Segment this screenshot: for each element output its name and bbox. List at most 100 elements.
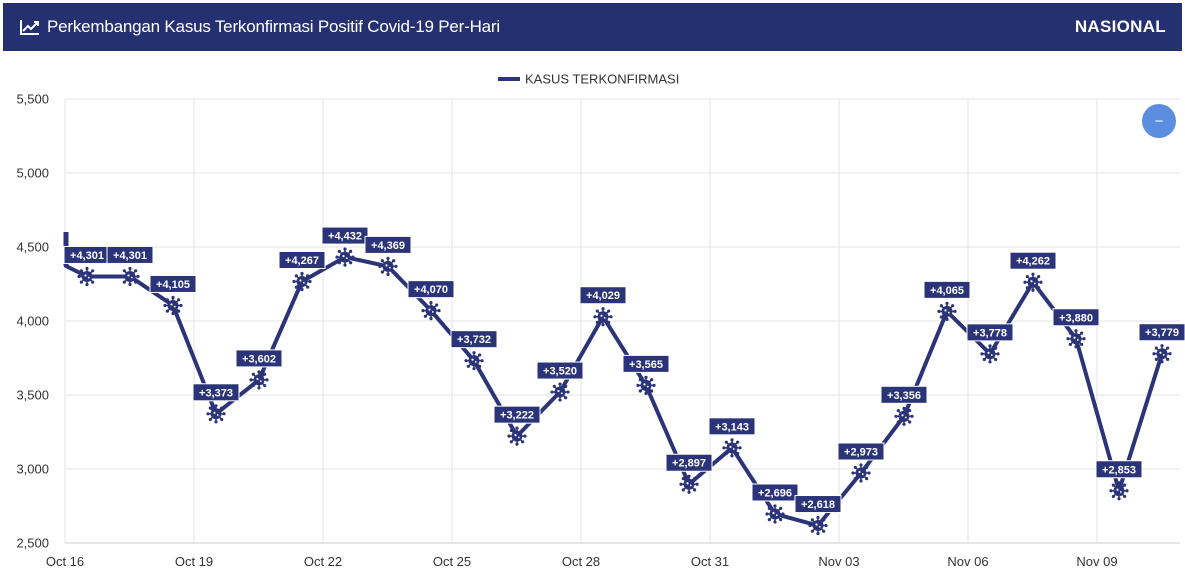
- data-label: +4,267: [278, 250, 326, 269]
- virus-marker-icon[interactable]: [808, 515, 828, 536]
- data-label-text: +3,778: [973, 327, 1007, 339]
- x-tick-label: Oct 22: [304, 554, 342, 569]
- data-label: +4,301: [63, 245, 111, 264]
- virus-marker-icon[interactable]: [1109, 481, 1129, 501]
- virus-marker-icon[interactable]: [679, 474, 699, 494]
- virus-marker-icon[interactable]: [894, 406, 914, 426]
- data-label: +3,779: [1138, 323, 1185, 342]
- y-axis: 2,500 3,000 3,500 4,000 4,500 5,000 5,500: [16, 92, 49, 551]
- data-label: +3,602: [235, 349, 283, 368]
- virus-marker-icon[interactable]: [722, 438, 742, 458]
- data-label-text: +3,602: [242, 353, 276, 365]
- data-label-text: +3,732: [457, 334, 491, 346]
- virus-marker-icon[interactable]: [593, 307, 613, 327]
- chart-legend[interactable]: KASUS TERKONFIRMASI: [498, 72, 679, 87]
- virus-marker-icon[interactable]: [77, 266, 97, 287]
- virus-marker-icon[interactable]: [937, 301, 957, 321]
- y-tick-label: 5,000: [16, 166, 49, 181]
- data-label: +2,696: [751, 483, 799, 502]
- x-tick-label: Oct 19: [175, 554, 213, 569]
- data-label-text: +4,105: [156, 279, 190, 291]
- y-tick-label: 3,500: [16, 388, 49, 403]
- data-label: +4,070: [407, 280, 455, 299]
- virus-marker-icon[interactable]: [335, 247, 355, 267]
- data-label-text: +2,696: [758, 487, 792, 499]
- virus-marker-icon[interactable]: [249, 370, 269, 390]
- data-label-text: +2,618: [801, 499, 835, 511]
- x-tick-label: Nov 03: [818, 554, 859, 569]
- virus-marker-icon[interactable]: [206, 404, 226, 424]
- data-label-text: +3,779: [1145, 327, 1179, 339]
- virus-marker-icon[interactable]: [1066, 329, 1086, 349]
- data-label: +4,262: [1009, 251, 1057, 270]
- data-label-text: +4,065: [930, 285, 964, 297]
- data-label-text: +4,301: [70, 250, 104, 262]
- virus-marker-icon[interactable]: [120, 266, 140, 287]
- data-label-text: +4,432: [328, 231, 362, 243]
- virus-marker-icon[interactable]: [378, 256, 398, 276]
- virus-marker-icon[interactable]: [980, 344, 1000, 364]
- region-label: NASIONAL: [1074, 17, 1166, 36]
- data-label: +4,065: [923, 280, 971, 299]
- data-label-text: +2,973: [844, 446, 878, 458]
- data-label-text: +2,853: [1102, 464, 1136, 476]
- data-label: +3,880: [1052, 308, 1100, 327]
- zoom-button[interactable]: −: [1142, 104, 1176, 138]
- virus-marker-icon[interactable]: [292, 271, 312, 292]
- data-label: +3,356: [880, 385, 928, 404]
- x-axis: Oct 16 Oct 19 Oct 22 Oct 25 Oct 28 Oct 31 Nov …: [46, 542, 1180, 569]
- data-label-text: +4,369: [371, 240, 405, 252]
- y-tick-label: 3,000: [16, 462, 49, 477]
- virus-marker-icon[interactable]: [464, 351, 484, 371]
- x-tick-label: Oct 31: [691, 554, 729, 569]
- line-chart-icon: [20, 20, 39, 35]
- data-label: +2,897: [665, 453, 713, 472]
- chart-title: Perkembangan Kasus Terkonfirmasi Positif…: [47, 17, 500, 36]
- x-tick-label: Oct 28: [562, 554, 600, 569]
- virus-marker-icon[interactable]: [1023, 272, 1043, 292]
- data-label-text: +4,267: [285, 255, 319, 267]
- data-label-text: +3,356: [887, 390, 921, 402]
- series-line: [63, 232, 1164, 528]
- virus-marker-icon[interactable]: [507, 426, 527, 446]
- virus-marker-icon[interactable]: [163, 295, 183, 316]
- data-label-text: +3,143: [715, 421, 749, 433]
- data-label: +2,618: [794, 495, 842, 514]
- data-label: +3,778: [966, 323, 1014, 342]
- data-label-text: +3,880: [1059, 312, 1093, 324]
- data-label-text: +4,070: [414, 284, 448, 296]
- chart-grid: [64, 98, 1180, 544]
- data-labels: +4,301 +4,301 +4,105 +3,373 +3,602 +4,267 +4,4…: [63, 226, 1185, 514]
- y-tick-label: 4,500: [16, 240, 49, 255]
- y-tick-label: 5,500: [16, 92, 49, 107]
- data-label: +4,105: [149, 274, 197, 293]
- data-label-text: +2,897: [672, 458, 706, 470]
- virus-marker-icon[interactable]: [1152, 344, 1172, 364]
- x-tick-label: Oct 16: [46, 554, 84, 569]
- data-label-text: +4,301: [113, 250, 147, 262]
- chart-header: Perkembangan Kasus Terkonfirmasi Positif…: [3, 3, 1182, 51]
- data-label: +3,222: [493, 405, 541, 424]
- series-markers: [77, 247, 1172, 536]
- data-label-text: +3,373: [199, 387, 233, 399]
- virus-marker-icon[interactable]: [421, 301, 441, 321]
- data-label: +3,732: [450, 330, 498, 349]
- data-label: +2,853: [1095, 460, 1143, 479]
- minus-icon: −: [1155, 113, 1164, 130]
- x-tick-label: Nov 09: [1076, 554, 1117, 569]
- virus-marker-icon[interactable]: [765, 504, 785, 524]
- data-label: +2,973: [837, 442, 885, 461]
- data-label-text: +3,222: [500, 410, 534, 422]
- data-label-text: +4,262: [1016, 256, 1050, 268]
- data-label-text: +4,029: [586, 290, 620, 302]
- x-tick-label: Nov 06: [947, 554, 988, 569]
- data-label: +3,565: [622, 354, 670, 373]
- virus-marker-icon[interactable]: [636, 375, 656, 395]
- legend-label: KASUS TERKONFIRMASI: [525, 72, 679, 87]
- virus-marker-icon[interactable]: [851, 463, 871, 483]
- data-label: +3,143: [708, 417, 756, 436]
- y-tick-label: 4,000: [16, 314, 49, 329]
- virus-marker-icon[interactable]: [550, 382, 570, 402]
- data-label: +3,373: [192, 383, 240, 402]
